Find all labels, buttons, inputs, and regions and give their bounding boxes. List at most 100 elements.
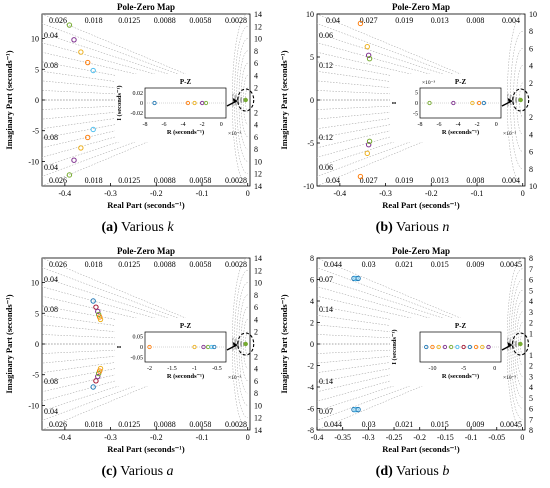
damping-label-bottom: 0.0125: [118, 420, 140, 429]
damping-label-left: 0.14: [319, 305, 333, 314]
x-tick-label: 0: [246, 433, 250, 442]
origin-cluster-ellipse: [511, 332, 529, 356]
damping-label-top: 0.015: [431, 260, 449, 269]
frequency-label: 10: [254, 157, 262, 166]
inset-y-tick-label: 0.02: [133, 91, 144, 97]
x-tick-label: -0.15: [437, 433, 454, 442]
y-tick-label: -8: [307, 426, 314, 435]
inset-pole-marker: [486, 344, 491, 350]
inset-x-tick-label: 0: [495, 122, 498, 128]
pole-marker: [95, 370, 102, 377]
caption-d-text: Various: [396, 464, 443, 479]
pole-marker: [357, 173, 364, 180]
frequency-label: 2: [254, 84, 258, 93]
panel-a: Pole-Zero Map 0.026 0.026 0.018 0.018 0.0125 0…: [0, 0, 275, 244]
damping-label-top: 0.009: [466, 260, 484, 269]
inset-pole-marker: [481, 100, 486, 106]
frequency-grid-arc: [510, 30, 523, 170]
caption-b-text: Various: [396, 220, 443, 235]
damping-label-top: 0.008: [466, 16, 484, 25]
panel-b: Pole-Zero Map 0.04 0.04 0.027 0.027 0.019 0.01…: [275, 0, 550, 244]
damping-grid-line: [316, 99, 523, 158]
inset-pole-marker: [185, 100, 191, 106]
pole-marker: [90, 384, 96, 390]
frequency-label: 2: [254, 108, 258, 117]
zoom-arrow-head: [507, 98, 513, 103]
caption-c-prefix: (c): [101, 464, 117, 479]
origin-cluster-ellipse: [512, 88, 530, 112]
inset-pole-marker: [436, 344, 441, 350]
x-axis-label: Real Part (seconds⁻¹): [107, 200, 185, 210]
frequency-label: 8: [254, 389, 258, 398]
frequency-label: 6: [529, 405, 533, 414]
frequency-label: 12: [254, 22, 262, 31]
inset-pole-marker: [212, 344, 217, 350]
frequency-grid-arc: [510, 279, 523, 409]
inset-pole-marker: [473, 344, 479, 350]
pole-marker: [97, 316, 104, 323]
frequency-label: 10: [254, 279, 262, 288]
pole-marker: [366, 56, 373, 62]
chart-title: Pole-Zero Map: [117, 2, 175, 12]
y-tick-label: 0: [35, 340, 39, 349]
damping-label-left: 0.14: [319, 377, 333, 386]
inset-x-tick-label: -4: [456, 122, 461, 128]
y-tick-label: -5: [32, 127, 39, 136]
panel-d: Pole-Zero Map 0.044 0.044 0.03 0.03 0.021 0.02…: [275, 244, 550, 488]
damping-label-top: 0.013: [431, 16, 449, 25]
x-tick-label: -0.2: [425, 189, 438, 198]
damping-label-top: 0.04: [326, 16, 340, 25]
inset-title: P-Z: [180, 78, 192, 86]
y-tick-label: 6: [310, 276, 314, 285]
damping-label-left: 0.07: [319, 275, 333, 284]
y-tick-label: 4: [310, 297, 314, 306]
inset-pole-marker: [152, 100, 157, 106]
x-tick-label: -0.4: [59, 189, 72, 198]
damping-label-left: 0.04: [44, 31, 58, 40]
caption-b-var: n: [442, 220, 450, 235]
pole-marker: [78, 145, 84, 151]
y-tick-label: -5: [307, 139, 314, 148]
pole-marker: [66, 22, 73, 28]
frequency-label: 2: [529, 79, 533, 88]
damping-label-bottom: 0.004: [502, 176, 520, 185]
pole-marker: [71, 37, 77, 43]
frequency-label: 10: [254, 35, 262, 44]
x-tick-label: -0.2: [413, 433, 426, 442]
caption-a-text: Various: [121, 220, 168, 235]
damping-grid-line: [41, 305, 248, 345]
damping-label-top: 0.026: [49, 260, 67, 269]
inset-x-tick-label: -6: [162, 122, 167, 128]
pole-marker: [364, 150, 370, 157]
damping-label-top: 0.018: [85, 16, 103, 25]
frequency-label: 2: [254, 352, 258, 361]
caption-c-var: a: [166, 464, 174, 479]
damping-label-left: 0.12: [319, 61, 333, 70]
x-tick-label: -0.3: [104, 433, 117, 442]
damping-grid-line: [41, 42, 248, 101]
pole-zero-chart-a: Pole-Zero Map0.0260.0260.0180.0180.01250…: [4, 2, 262, 210]
frequency-label: 8: [529, 27, 533, 36]
inset-pole-marker: [449, 344, 454, 350]
frequency-grid-arc: [520, 333, 523, 355]
frequency-label: 12: [254, 170, 262, 179]
frequency-grid-arc: [516, 65, 523, 135]
pole-marker: [353, 275, 359, 282]
damping-label-bottom: 0.008: [466, 176, 484, 185]
inset-title: P-Z: [180, 322, 192, 330]
damping-grid-line: [316, 343, 523, 402]
damping-label-left: 0.08: [44, 305, 58, 314]
y-tick-label: 5: [35, 309, 39, 318]
inset-x-tick-label: -5: [461, 366, 466, 372]
x-tick-label: -0.4: [311, 433, 324, 442]
caption-d-var: b: [442, 464, 450, 479]
inset-x-multiplier: ×10⁻³: [503, 131, 517, 137]
panel-c: Pole-Zero Map 0.026 0.026 0.018 0.018 0.0125 0…: [0, 244, 275, 488]
inset-pole-marker: [455, 344, 460, 350]
frequency-label: 4: [529, 383, 533, 392]
frequency-grid-arc: [516, 311, 523, 377]
y-tick-label: 0: [310, 96, 314, 105]
frequency-label: 4: [254, 365, 258, 374]
pole-marker: [85, 59, 91, 66]
frequency-label: 8: [529, 165, 533, 174]
